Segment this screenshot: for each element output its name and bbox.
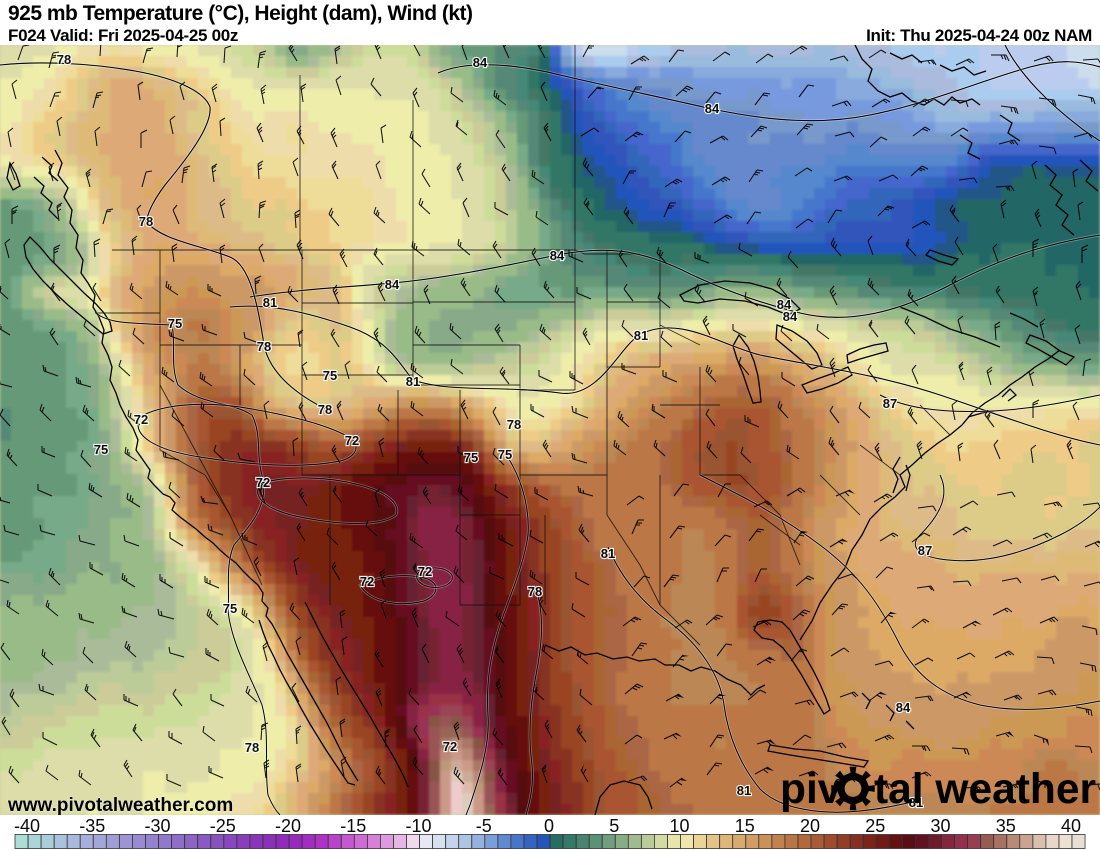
- svg-text:78: 78: [318, 402, 332, 417]
- svg-text:tal weather: tal weather: [874, 766, 1096, 813]
- svg-text:84: 84: [896, 700, 911, 715]
- svg-text:75: 75: [168, 316, 182, 331]
- svg-text:72: 72: [443, 739, 457, 754]
- svg-text:78: 78: [528, 584, 542, 599]
- svg-text:72: 72: [418, 564, 432, 579]
- svg-text:78: 78: [507, 417, 521, 432]
- svg-text:78: 78: [245, 740, 259, 755]
- svg-text:81: 81: [634, 328, 648, 343]
- svg-text:84: 84: [777, 297, 792, 312]
- svg-text:75: 75: [323, 368, 337, 383]
- svg-text:72: 72: [345, 433, 359, 448]
- svg-text:75: 75: [94, 442, 108, 457]
- svg-text:72: 72: [256, 475, 270, 490]
- svg-text:81: 81: [406, 374, 420, 389]
- svg-text:81: 81: [263, 295, 277, 310]
- svg-text:84: 84: [705, 101, 720, 116]
- svg-text:75: 75: [464, 450, 478, 465]
- svg-text:78: 78: [257, 339, 271, 354]
- svg-text:75: 75: [223, 601, 237, 616]
- svg-text:78: 78: [139, 214, 153, 229]
- svg-text:84: 84: [783, 309, 798, 324]
- svg-text:87: 87: [918, 543, 932, 558]
- svg-text:87: 87: [883, 396, 897, 411]
- svg-text:www.pivotalweather.com: www.pivotalweather.com: [7, 795, 233, 815]
- svg-text:78: 78: [57, 52, 71, 67]
- svg-text:72: 72: [134, 412, 148, 427]
- svg-text:81: 81: [601, 546, 615, 561]
- svg-text:84: 84: [550, 248, 565, 263]
- svg-text:84: 84: [385, 277, 400, 292]
- svg-text:81: 81: [737, 783, 751, 798]
- svg-text:84: 84: [473, 55, 488, 70]
- svg-text:81: 81: [909, 795, 923, 810]
- svg-text:72: 72: [360, 574, 374, 589]
- svg-text:75: 75: [498, 447, 512, 462]
